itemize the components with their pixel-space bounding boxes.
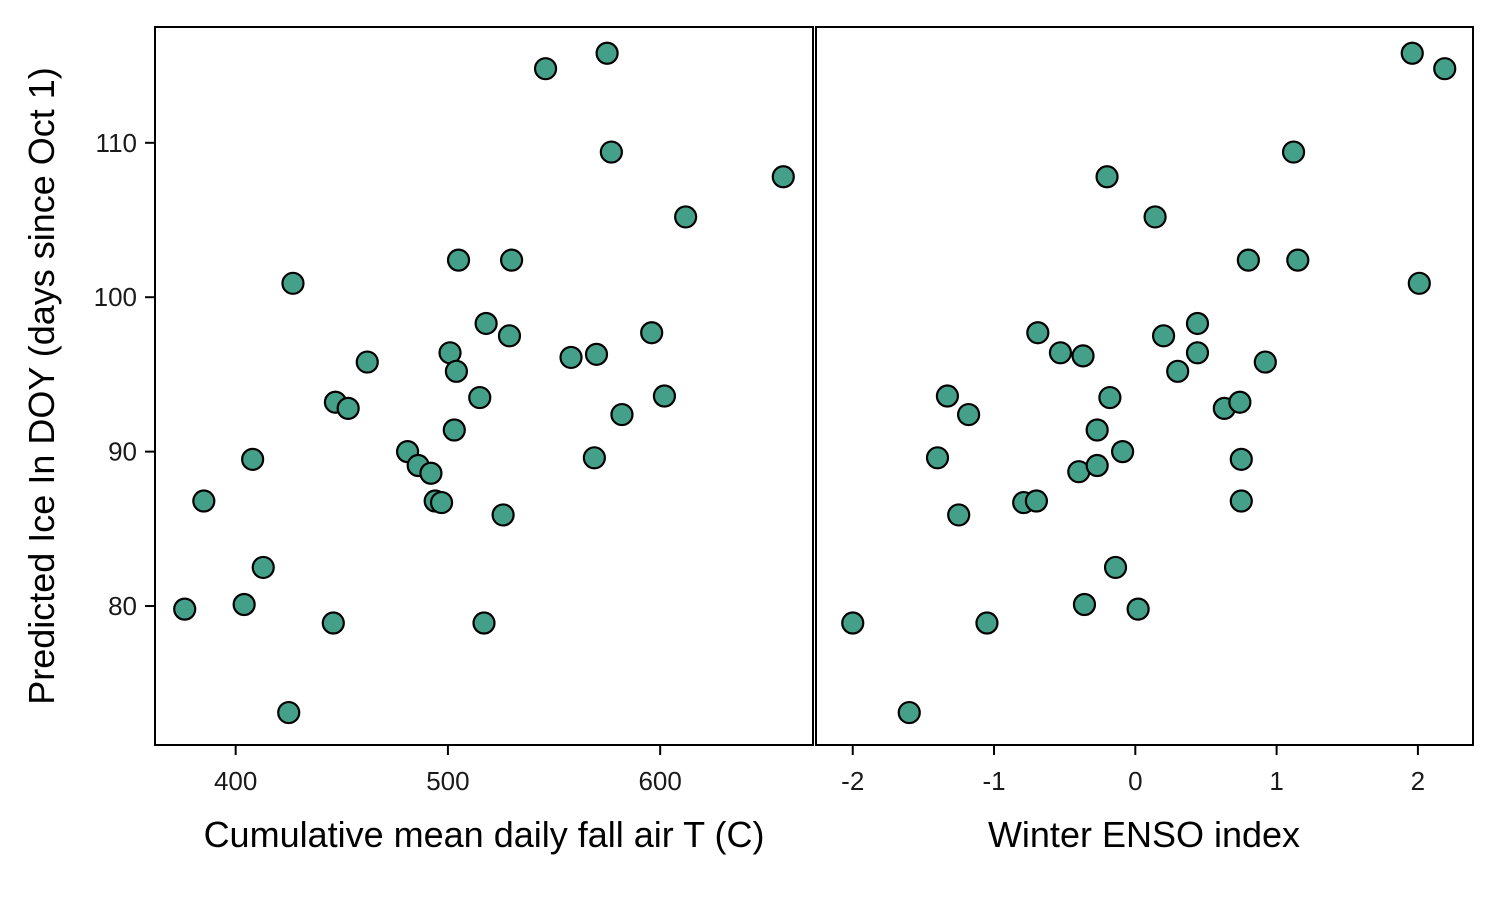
data-point (281, 271, 305, 295)
data-point (1098, 385, 1122, 410)
x-axis-title-left: Cumulative mean daily fall air T (C) (204, 814, 765, 855)
data-point (1085, 453, 1109, 478)
data-point (1072, 592, 1097, 617)
data-point (241, 447, 265, 471)
y-axis-ticks: 80 90 100 110 (94, 128, 155, 621)
data-point (1024, 489, 1049, 513)
data-point (497, 324, 522, 348)
data-point (1236, 248, 1260, 272)
data-point (1166, 359, 1190, 383)
data-point (1286, 248, 1310, 272)
data-point (1110, 440, 1135, 464)
data-point (1085, 418, 1109, 442)
data-point (1281, 140, 1306, 164)
data-point (584, 342, 609, 366)
x-tick-label: 500 (426, 766, 469, 796)
x-tick-label: 0 (1128, 766, 1142, 796)
data-point (1126, 597, 1150, 621)
data-point (640, 321, 664, 345)
points-left (173, 41, 795, 725)
data-point (1185, 311, 1210, 336)
data-point (947, 503, 971, 527)
data-point (1253, 350, 1277, 374)
data-point (1143, 205, 1167, 229)
x-tick-label: 2 (1411, 766, 1425, 796)
data-point (975, 611, 999, 635)
data-point (1185, 341, 1210, 365)
points-right (841, 41, 1457, 725)
data-point (499, 248, 524, 272)
data-point (429, 490, 454, 515)
data-point (468, 385, 492, 410)
data-point (1433, 57, 1457, 81)
y-tick-label: 100 (94, 282, 137, 312)
data-point (1048, 341, 1073, 365)
data-point (674, 205, 698, 229)
data-point (1026, 321, 1050, 345)
x-tick-label: -2 (841, 766, 864, 796)
data-point (1103, 555, 1128, 580)
data-point (1229, 489, 1253, 513)
data-point (935, 384, 960, 408)
data-point (446, 248, 471, 272)
data-point (232, 592, 256, 617)
x-axis-ticks-left: 400 500 600 (214, 745, 682, 796)
data-point (491, 503, 515, 527)
data-point (652, 384, 677, 408)
data-point (559, 345, 583, 370)
x-axis-ticks-right: -2 -1 0 1 2 (841, 745, 1425, 796)
data-point (1228, 390, 1252, 414)
data-point (595, 41, 619, 65)
data-point (956, 402, 981, 427)
y-tick-label: 110 (96, 128, 137, 158)
data-point (336, 396, 360, 420)
data-point (444, 359, 469, 383)
y-tick-label: 80 (108, 591, 137, 621)
data-point (1407, 271, 1431, 295)
data-point (610, 402, 634, 427)
panel-enso: -2 -1 0 1 2 Winter ENSO index (815, 26, 1474, 855)
data-point (1071, 344, 1095, 368)
data-point (533, 57, 558, 81)
panel-frame-right (815, 26, 1474, 746)
data-point (251, 555, 275, 580)
x-tick-label: 400 (214, 766, 257, 796)
data-point (1400, 41, 1424, 65)
data-point (925, 446, 950, 470)
data-point (355, 350, 379, 374)
data-point (277, 700, 301, 725)
data-point (321, 611, 345, 635)
panel-air-temperature: 80 90 100 110 400 500 600 Cumulative mean dai… (94, 26, 814, 855)
data-point (582, 446, 606, 470)
data-point (192, 489, 216, 513)
panel-frame-left (154, 26, 814, 746)
data-point (897, 700, 921, 725)
y-axis-title: Predicted Ice In DOY (days since Oct 1) (21, 67, 62, 705)
x-axis-title-right: Winter ENSO index (988, 814, 1300, 855)
data-point (474, 311, 498, 336)
x-tick-label: 1 (1269, 766, 1283, 796)
data-point (599, 140, 623, 164)
x-tick-label: 600 (638, 766, 681, 796)
x-tick-label: -1 (982, 766, 1005, 796)
data-point (1095, 165, 1119, 189)
y-tick-label: 90 (108, 437, 137, 467)
data-point (419, 461, 443, 485)
data-point (841, 611, 865, 635)
data-point (771, 165, 795, 189)
data-point (1151, 324, 1176, 348)
data-point (472, 611, 496, 635)
data-point (1229, 447, 1253, 471)
data-point (442, 418, 466, 442)
data-point (173, 597, 197, 621)
